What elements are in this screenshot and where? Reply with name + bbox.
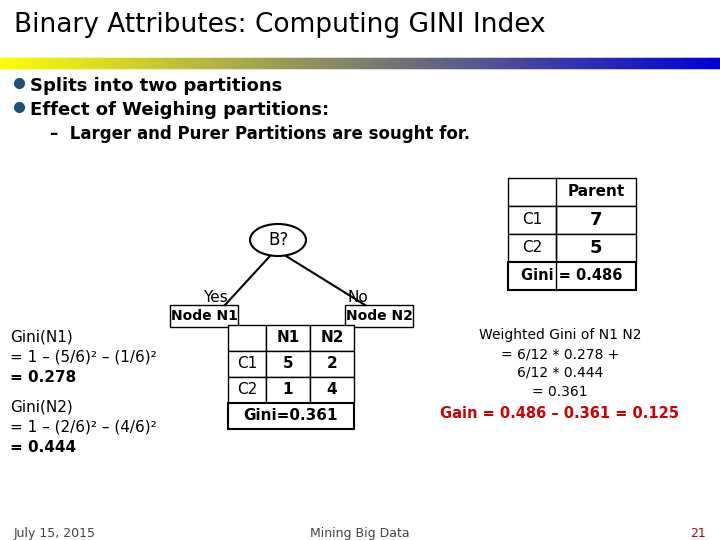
FancyBboxPatch shape bbox=[266, 325, 310, 351]
Text: Gini=0.361: Gini=0.361 bbox=[244, 408, 338, 423]
Text: Node N1: Node N1 bbox=[171, 309, 238, 323]
Text: 21: 21 bbox=[690, 527, 706, 540]
Text: Splits into two partitions: Splits into two partitions bbox=[30, 77, 282, 95]
FancyBboxPatch shape bbox=[228, 377, 266, 403]
FancyBboxPatch shape bbox=[228, 351, 266, 377]
Text: Weighted Gini of N1 N2: Weighted Gini of N1 N2 bbox=[479, 328, 642, 342]
Text: Binary Attributes: Computing GINI Index: Binary Attributes: Computing GINI Index bbox=[14, 12, 546, 38]
Text: July 15, 2015: July 15, 2015 bbox=[14, 527, 96, 540]
Text: Gini(N2): Gini(N2) bbox=[10, 400, 73, 415]
Text: = 0.278: = 0.278 bbox=[10, 370, 76, 385]
FancyBboxPatch shape bbox=[345, 305, 413, 327]
Text: Gini = 0.486: Gini = 0.486 bbox=[521, 268, 623, 284]
FancyBboxPatch shape bbox=[508, 262, 636, 290]
Text: = 6/12 * 0.278 +: = 6/12 * 0.278 + bbox=[501, 347, 619, 361]
FancyBboxPatch shape bbox=[310, 325, 354, 351]
Text: = 1 – (2/6)² – (4/6)²: = 1 – (2/6)² – (4/6)² bbox=[10, 420, 157, 435]
Text: 5: 5 bbox=[283, 356, 293, 372]
Text: C1: C1 bbox=[237, 356, 257, 372]
Text: –  Larger and Purer Partitions are sought for.: – Larger and Purer Partitions are sought… bbox=[50, 125, 470, 143]
Text: Parent: Parent bbox=[567, 185, 625, 199]
Text: C2: C2 bbox=[237, 382, 257, 397]
FancyBboxPatch shape bbox=[508, 178, 636, 206]
Text: = 1 – (5/6)² – (1/6)²: = 1 – (5/6)² – (1/6)² bbox=[10, 350, 157, 365]
Text: N1: N1 bbox=[276, 330, 300, 346]
FancyBboxPatch shape bbox=[170, 305, 238, 327]
Text: 4: 4 bbox=[327, 382, 337, 397]
Text: 7: 7 bbox=[590, 211, 602, 229]
Text: Gini(N1): Gini(N1) bbox=[10, 330, 73, 345]
Text: B?: B? bbox=[268, 231, 288, 249]
FancyBboxPatch shape bbox=[508, 206, 636, 234]
FancyBboxPatch shape bbox=[266, 377, 310, 403]
FancyBboxPatch shape bbox=[266, 351, 310, 377]
FancyBboxPatch shape bbox=[228, 403, 354, 429]
Text: Gain = 0.486 – 0.361 = 0.125: Gain = 0.486 – 0.361 = 0.125 bbox=[441, 406, 680, 421]
Text: 1: 1 bbox=[283, 382, 293, 397]
Text: C2: C2 bbox=[522, 240, 542, 255]
FancyBboxPatch shape bbox=[310, 351, 354, 377]
Text: 5: 5 bbox=[590, 239, 602, 257]
FancyBboxPatch shape bbox=[508, 234, 636, 262]
Text: Effect of Weighing partitions:: Effect of Weighing partitions: bbox=[30, 101, 329, 119]
Text: C1: C1 bbox=[522, 213, 542, 227]
FancyBboxPatch shape bbox=[228, 325, 266, 351]
Text: Mining Big Data: Mining Big Data bbox=[310, 527, 410, 540]
Text: N2: N2 bbox=[320, 330, 343, 346]
Text: = 0.361: = 0.361 bbox=[532, 385, 588, 399]
Text: 6/12 * 0.444: 6/12 * 0.444 bbox=[517, 366, 603, 380]
Text: Node N2: Node N2 bbox=[346, 309, 413, 323]
Text: Yes: Yes bbox=[202, 290, 228, 305]
Text: 2: 2 bbox=[327, 356, 338, 372]
Text: No: No bbox=[348, 290, 369, 305]
FancyBboxPatch shape bbox=[310, 377, 354, 403]
Text: = 0.444: = 0.444 bbox=[10, 440, 76, 455]
